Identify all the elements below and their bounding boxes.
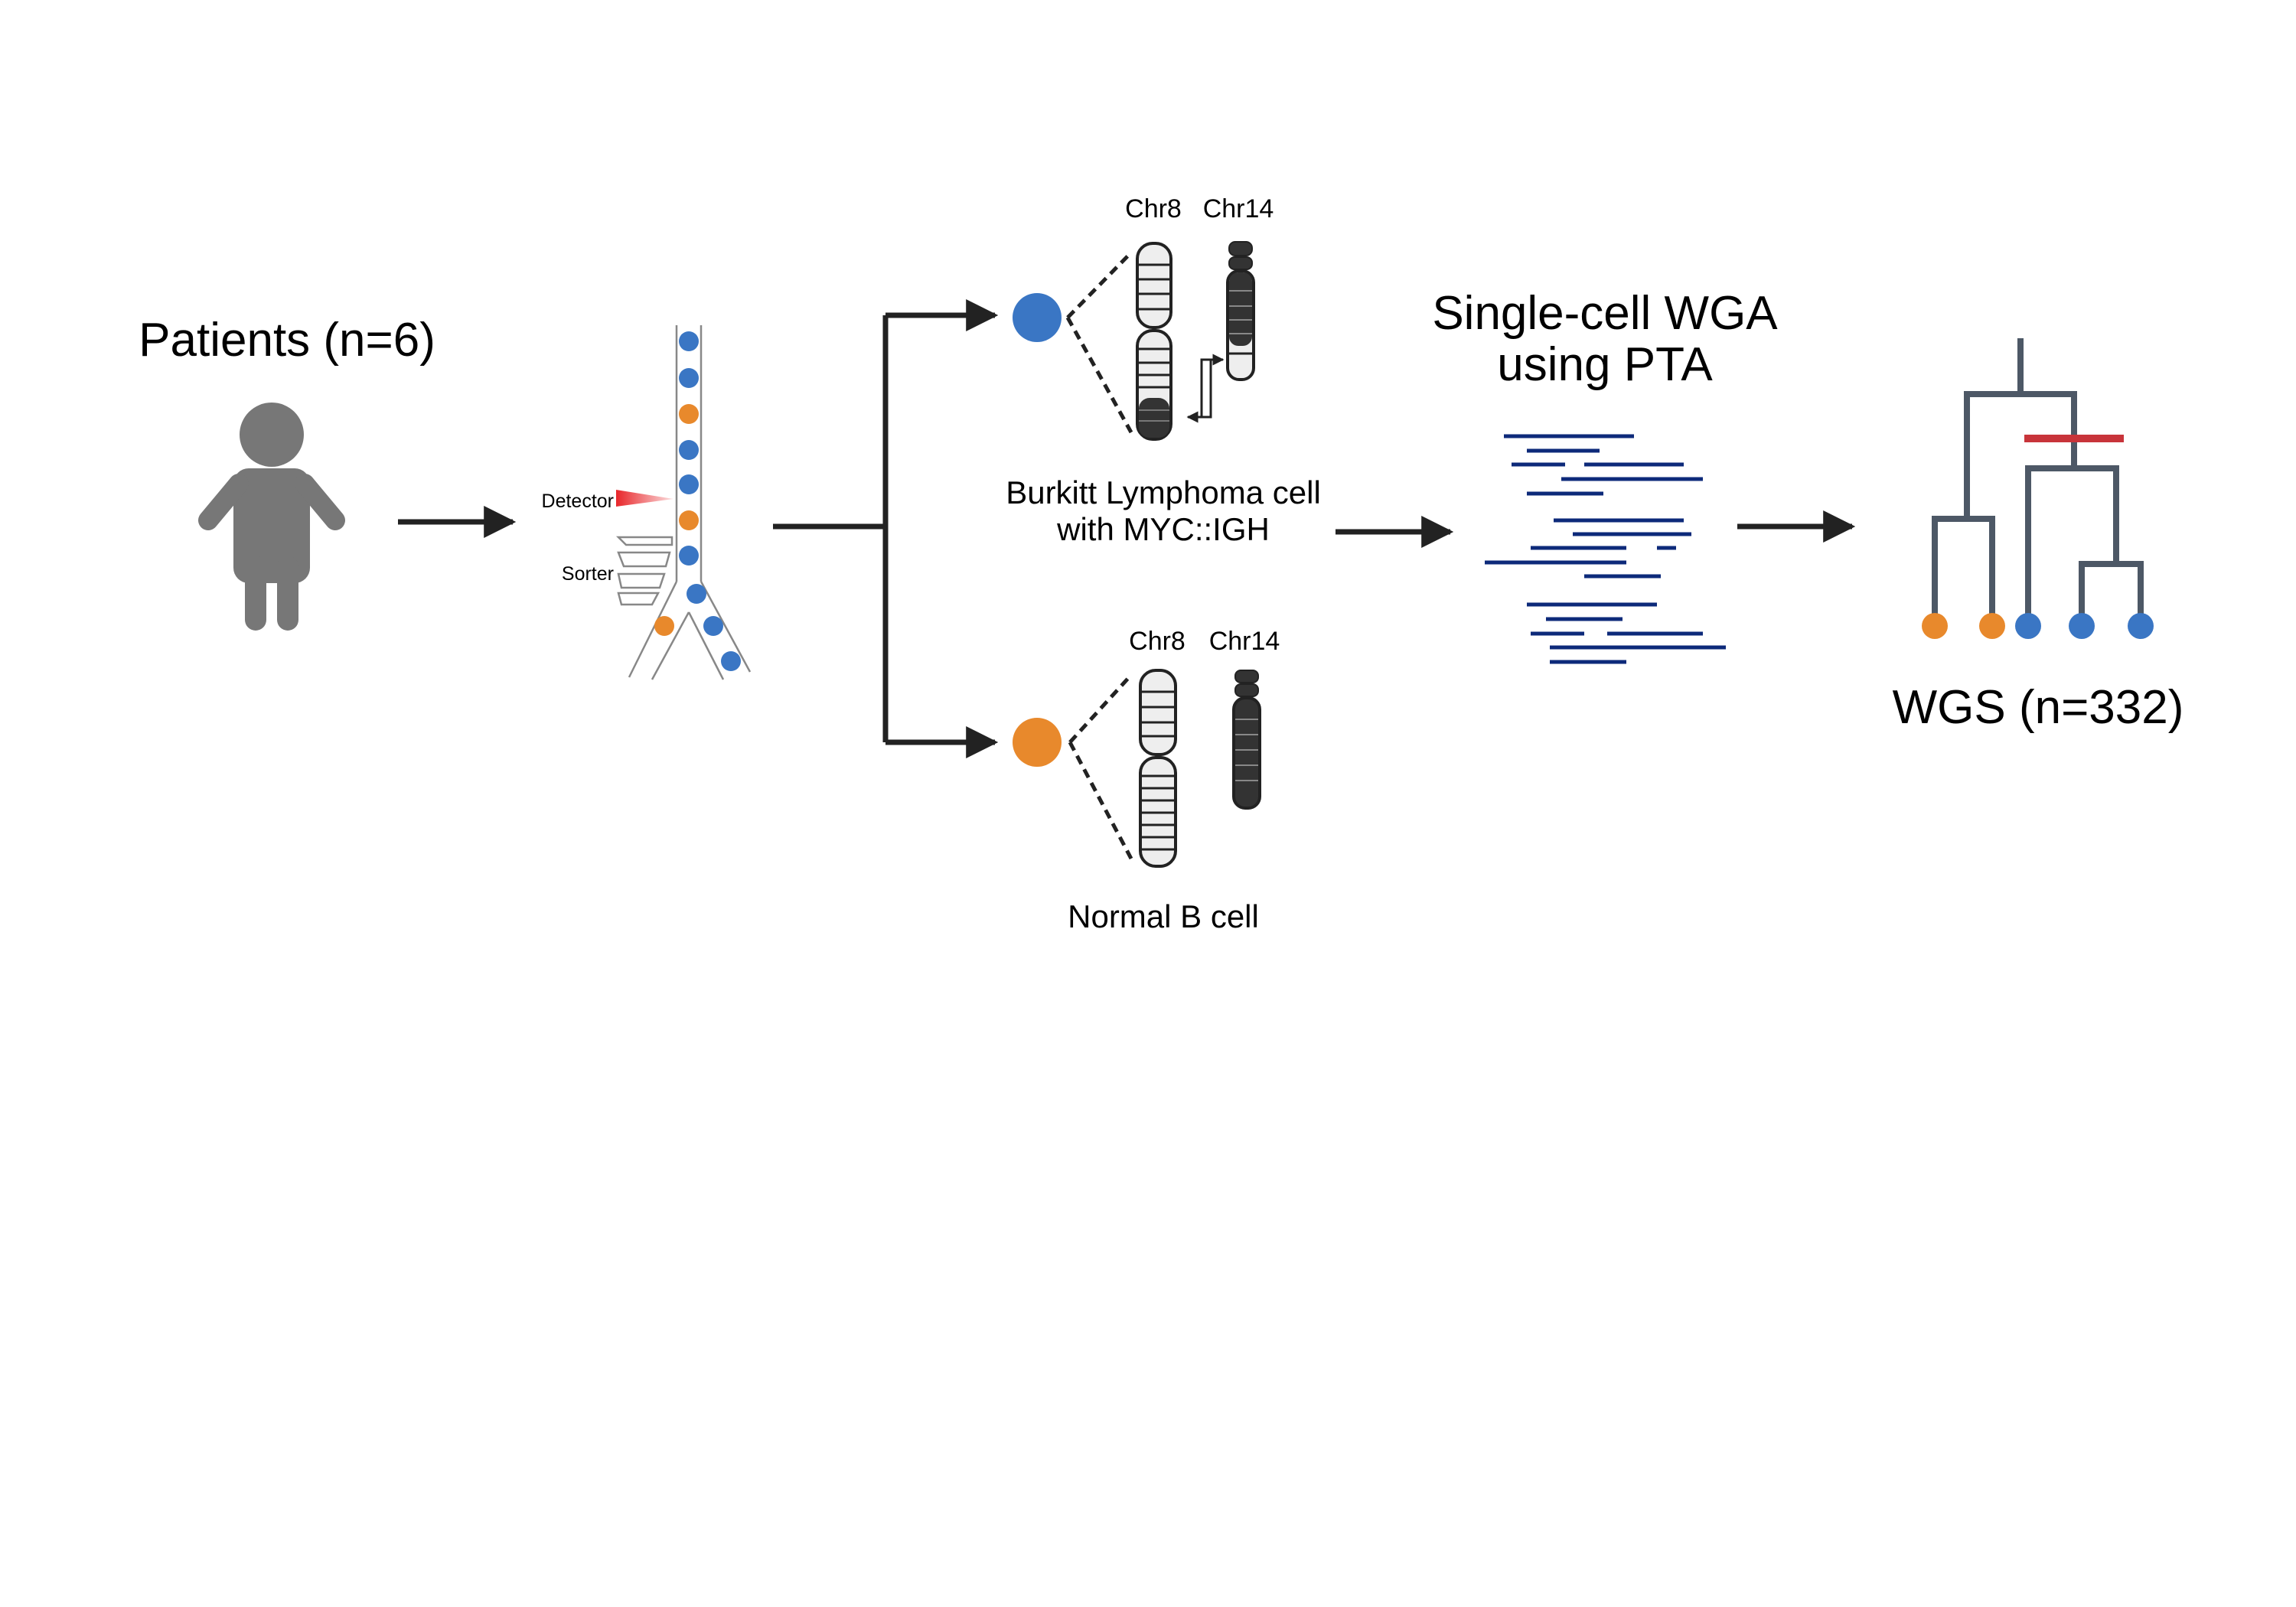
chr14-translocated-icon (1226, 241, 1255, 381)
wga-label-line2: using PTA (1497, 338, 1713, 391)
chr8-label-top: Chr8 (1125, 194, 1182, 223)
wgs-label: WGS (n=332) (1893, 681, 2184, 734)
patients-label: Patients (n=6) (139, 314, 435, 367)
chr14-label-bottom: Chr14 (1209, 627, 1280, 656)
burkitt-label-line1: Burkitt Lymphoma cell (1006, 474, 1321, 510)
translocation-arrows-icon (1186, 354, 1225, 423)
sorter-label: Sorter (562, 563, 614, 585)
sorter-plates-icon (615, 536, 673, 606)
chr8-label-bottom: Chr8 (1129, 627, 1186, 656)
burkitt-label-line2: with MYC::IGH (1056, 511, 1270, 547)
normal-cell-icon (1013, 718, 1062, 767)
chr14-label-top: Chr14 (1203, 194, 1274, 223)
branch-connector (773, 299, 999, 758)
tree-leaves (1922, 613, 2154, 639)
chr8-translocated-icon (1136, 242, 1172, 441)
sequencing-reads-icon (1485, 434, 1726, 664)
tumor-cell-icon (1013, 293, 1062, 342)
flow-sorter-icon (615, 325, 752, 680)
detector-label: Detector (542, 491, 614, 512)
wga-label-line1: Single-cell WGA (1432, 287, 1778, 340)
phylogenetic-tree-icon (1932, 338, 2144, 627)
sorted-cells (654, 331, 741, 671)
zoom-lines (1065, 251, 1133, 434)
chr14-normal-icon (1232, 670, 1261, 810)
normal-b-cell-label: Normal B cell (1068, 898, 1259, 934)
person-icon (198, 403, 345, 631)
detector-beam-icon (616, 490, 673, 507)
zoom-lines (1068, 673, 1133, 860)
chr8-normal-icon (1139, 669, 1177, 868)
